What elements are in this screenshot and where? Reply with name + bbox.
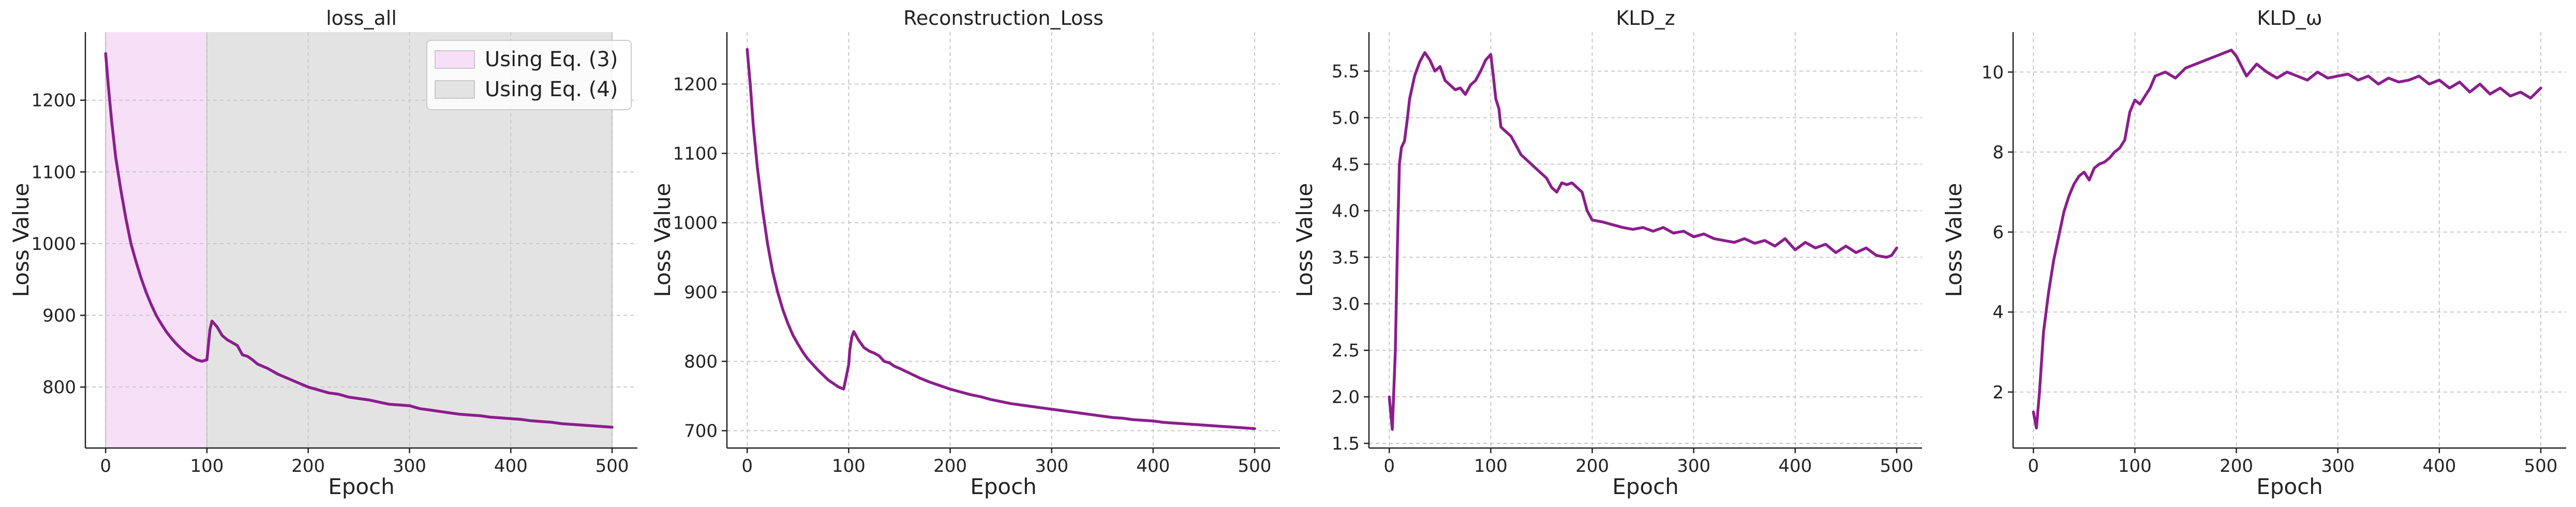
legend-label-1: Using Eq. (4) [485, 78, 618, 101]
x-tick-label-3: 300 [1035, 456, 1068, 476]
x-tick-label-5: 500 [2524, 456, 2558, 476]
y-axis-label: Loss Value [650, 183, 675, 297]
chart-panel-0: 0 100 200 300 400 500 800 900 1000 1100 1200 loss_a… [8, 7, 637, 499]
x-tick-label-3: 300 [2321, 456, 2355, 476]
x-axis-label: Epoch [1612, 474, 1679, 499]
y-tick-label-8: 5.5 [1332, 62, 1360, 82]
y-tick-label-0: 800 [42, 377, 76, 398]
x-tick-label-1: 100 [832, 456, 866, 476]
y-tick-label-6: 4.5 [1332, 154, 1360, 175]
y-tick-label-1: 800 [684, 352, 718, 372]
y-axis-label: Loss Value [1941, 183, 1967, 297]
x-tick-label-1: 100 [190, 456, 224, 476]
legend-swatch-0 [435, 50, 475, 69]
shaded-region-0 [106, 32, 207, 448]
y-tick-label-3: 8 [1992, 142, 2004, 163]
x-axis-label: Epoch [2256, 474, 2323, 499]
series-line-0 [746, 48, 1256, 430]
y-tick-label-2: 1000 [31, 234, 76, 255]
chart-panel-1: 0 100 200 300 400 500 700 800 900 1000 1100 1200 Rec… [650, 7, 1280, 499]
x-tick-label-0: 0 [1383, 456, 1395, 476]
y-tick-label-2: 2.5 [1332, 340, 1360, 361]
x-tick-label-2: 200 [1575, 456, 1609, 476]
y-tick-label-1: 4 [1992, 302, 2004, 323]
chart-title: KLD_ω [2257, 7, 2322, 29]
chart-title: Reconstruction_Loss [903, 7, 1104, 29]
x-axis-label: Epoch [970, 474, 1037, 499]
y-tick-label-0: 1.5 [1332, 434, 1360, 454]
y-tick-label-3: 1000 [673, 213, 718, 234]
x-axis-label: Epoch [328, 474, 395, 499]
x-tick-label-5: 500 [1880, 456, 1914, 476]
y-tick-label-3: 1100 [31, 162, 76, 183]
y-tick-label-4: 1200 [31, 91, 76, 111]
y-tick-label-0: 700 [684, 421, 718, 442]
legend-label-0: Using Eq. (3) [485, 48, 618, 71]
series-line-0 [2032, 49, 2542, 430]
y-tick-label-5: 1200 [673, 74, 718, 95]
x-tick-label-2: 200 [2220, 456, 2253, 476]
x-tick-label-1: 100 [1474, 456, 1508, 476]
x-tick-label-4: 400 [1778, 456, 1812, 476]
y-axis-label: Loss Value [1292, 183, 1317, 297]
chart-title: KLD_z [1616, 7, 1675, 29]
y-tick-label-1: 2.0 [1332, 387, 1360, 408]
x-tick-label-0: 0 [741, 456, 753, 476]
y-tick-label-7: 5.0 [1332, 108, 1360, 128]
y-tick-label-2: 6 [1992, 222, 2004, 243]
y-tick-label-4: 10 [1982, 62, 2004, 83]
chart-panel-2: 0 100 200 300 400 500 1.5 2.0 2.5 3.0 3.5 4.0 4.5 5.0… [1292, 7, 1922, 499]
x-tick-label-3: 300 [1677, 456, 1710, 476]
y-tick-label-1: 900 [42, 306, 76, 326]
y-tick-label-5: 4.0 [1332, 201, 1360, 221]
x-tick-label-2: 200 [291, 456, 325, 476]
chart-panel-3: 0 100 200 300 400 500 2 4 6 8 10 KLD_ω Epoch Loss Val… [1941, 7, 2566, 499]
y-tick-label-4: 1100 [673, 144, 718, 165]
x-tick-label-1: 100 [2118, 456, 2152, 476]
series-line-0 [104, 52, 614, 429]
series-line-0 [1388, 51, 1898, 431]
x-tick-label-0: 0 [2028, 456, 2039, 476]
y-tick-label-4: 3.5 [1332, 247, 1360, 268]
legend-swatch-1 [435, 80, 475, 99]
chart-title: loss_all [326, 7, 397, 29]
y-tick-label-3: 3.0 [1332, 294, 1360, 315]
legend-box [426, 40, 632, 110]
x-tick-label-5: 500 [595, 456, 629, 476]
y-tick-label-0: 2 [1992, 382, 2004, 403]
x-tick-label-4: 400 [2422, 456, 2456, 476]
x-tick-label-3: 300 [393, 456, 426, 476]
x-tick-label-2: 200 [933, 456, 967, 476]
y-axis-label: Loss Value [8, 183, 34, 297]
y-tick-label-2: 900 [684, 282, 718, 303]
legend: Using Eq. (3) Using Eq. (4) [426, 40, 632, 110]
x-tick-label-4: 400 [1136, 456, 1170, 476]
x-tick-label-0: 0 [100, 456, 111, 476]
x-tick-label-5: 500 [1238, 456, 1272, 476]
x-tick-label-4: 400 [494, 456, 528, 476]
